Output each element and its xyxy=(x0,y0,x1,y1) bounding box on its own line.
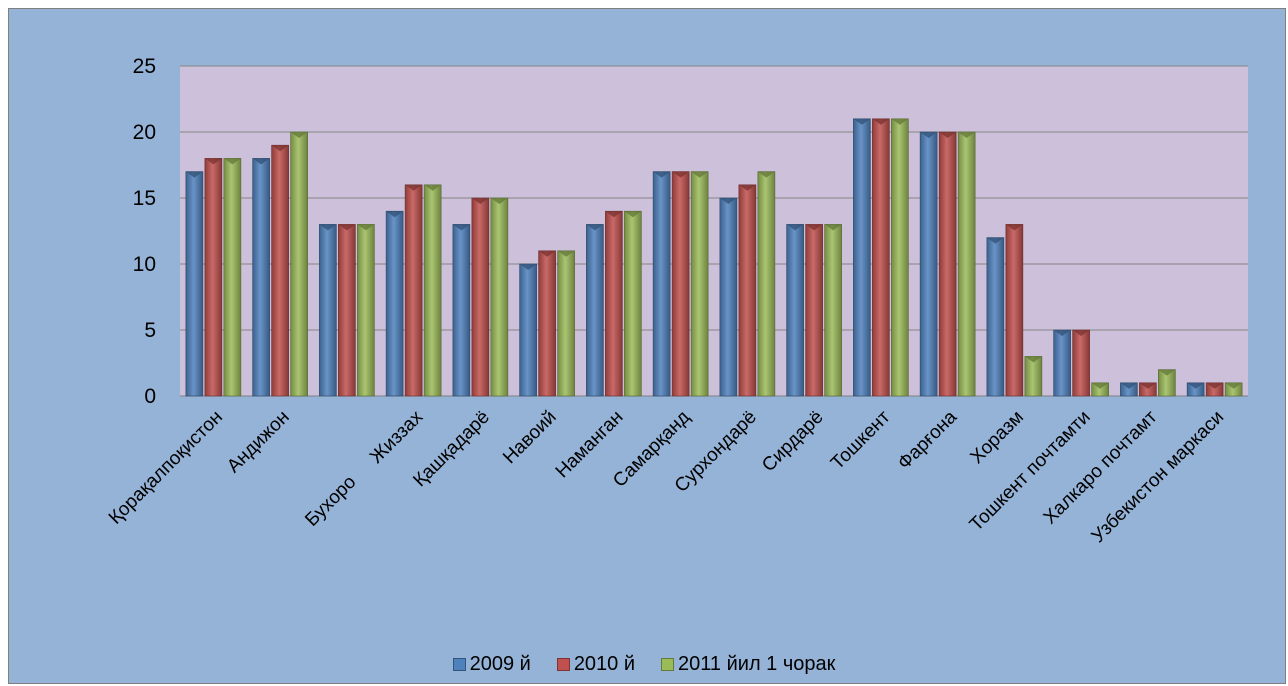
x-axis-categories: ҚорақалпоқистонАндижонБухороЖиззахҚашқад… xyxy=(105,406,1228,547)
y-tick-label: 15 xyxy=(133,187,156,210)
bar xyxy=(338,224,355,396)
y-axis-ticks: 0 5 10 15 20 25 xyxy=(133,55,156,408)
bar xyxy=(558,251,575,396)
x-category-label: Сирдарё xyxy=(758,407,827,476)
bar xyxy=(1073,330,1090,396)
bar xyxy=(720,198,737,396)
x-category-label: Тошкент xyxy=(827,406,895,474)
bar xyxy=(291,132,308,396)
legend-swatch xyxy=(557,658,570,671)
bar xyxy=(939,132,956,396)
bar xyxy=(605,211,622,396)
bar xyxy=(758,172,775,396)
legend-item: 2010 й xyxy=(557,653,635,676)
bar xyxy=(691,172,708,396)
bar xyxy=(272,145,289,396)
bar xyxy=(853,119,870,396)
y-tick-label: 5 xyxy=(144,319,156,342)
bar xyxy=(987,238,1004,396)
x-category-label: Бухоро xyxy=(301,472,360,531)
bar xyxy=(872,119,889,396)
legend-label: 2010 й xyxy=(574,653,635,676)
bar xyxy=(806,224,823,396)
bar xyxy=(224,158,241,396)
legend-label: 2011 йил 1 чорак xyxy=(678,653,835,676)
bar xyxy=(453,224,470,396)
bar xyxy=(424,185,441,396)
legend-swatch xyxy=(453,658,466,671)
legend-item: 2009 й xyxy=(453,653,531,676)
bar xyxy=(586,224,603,396)
bar xyxy=(186,172,203,396)
x-category-label: Хоразм xyxy=(967,407,1028,468)
legend-label: 2009 й xyxy=(470,653,531,676)
y-tick-label: 0 xyxy=(144,385,156,408)
bar xyxy=(920,132,937,396)
bar xyxy=(787,224,804,396)
bar xyxy=(472,198,489,396)
bar xyxy=(319,224,336,396)
x-category-label: Навоий xyxy=(499,407,560,468)
y-tick-label: 10 xyxy=(133,253,156,276)
x-category-label: Фарғона xyxy=(894,406,962,474)
bar xyxy=(1054,330,1071,396)
bar xyxy=(405,185,422,396)
legend-swatch xyxy=(661,658,674,671)
legend-item: 2011 йил 1 чорак xyxy=(661,653,835,676)
x-category-label: Қорақалпоқистон xyxy=(105,407,227,529)
x-category-label: Тошкент почтамти xyxy=(966,407,1095,536)
bar xyxy=(357,224,374,396)
bar xyxy=(1006,224,1023,396)
legend: 2009 й 2010 й 2011 йил 1 чорак xyxy=(0,650,1288,678)
y-tick-label: 20 xyxy=(133,121,156,144)
bar xyxy=(891,119,908,396)
y-tick-label: 25 xyxy=(133,55,156,78)
bar xyxy=(958,132,975,396)
x-category-label: Узбекистон маркаси xyxy=(1088,407,1228,547)
bar xyxy=(739,185,756,396)
x-category-label: Жиззах xyxy=(366,406,427,467)
x-category-label: Халкаро почтамт xyxy=(1040,406,1162,528)
bar xyxy=(253,158,270,396)
bar xyxy=(520,264,537,396)
bar xyxy=(653,172,670,396)
bar xyxy=(624,211,641,396)
bar xyxy=(539,251,556,396)
bar xyxy=(386,211,403,396)
bar xyxy=(205,158,222,396)
bar xyxy=(825,224,842,396)
bar xyxy=(491,198,508,396)
x-category-label: Андижон xyxy=(223,407,293,477)
bar xyxy=(672,172,689,396)
